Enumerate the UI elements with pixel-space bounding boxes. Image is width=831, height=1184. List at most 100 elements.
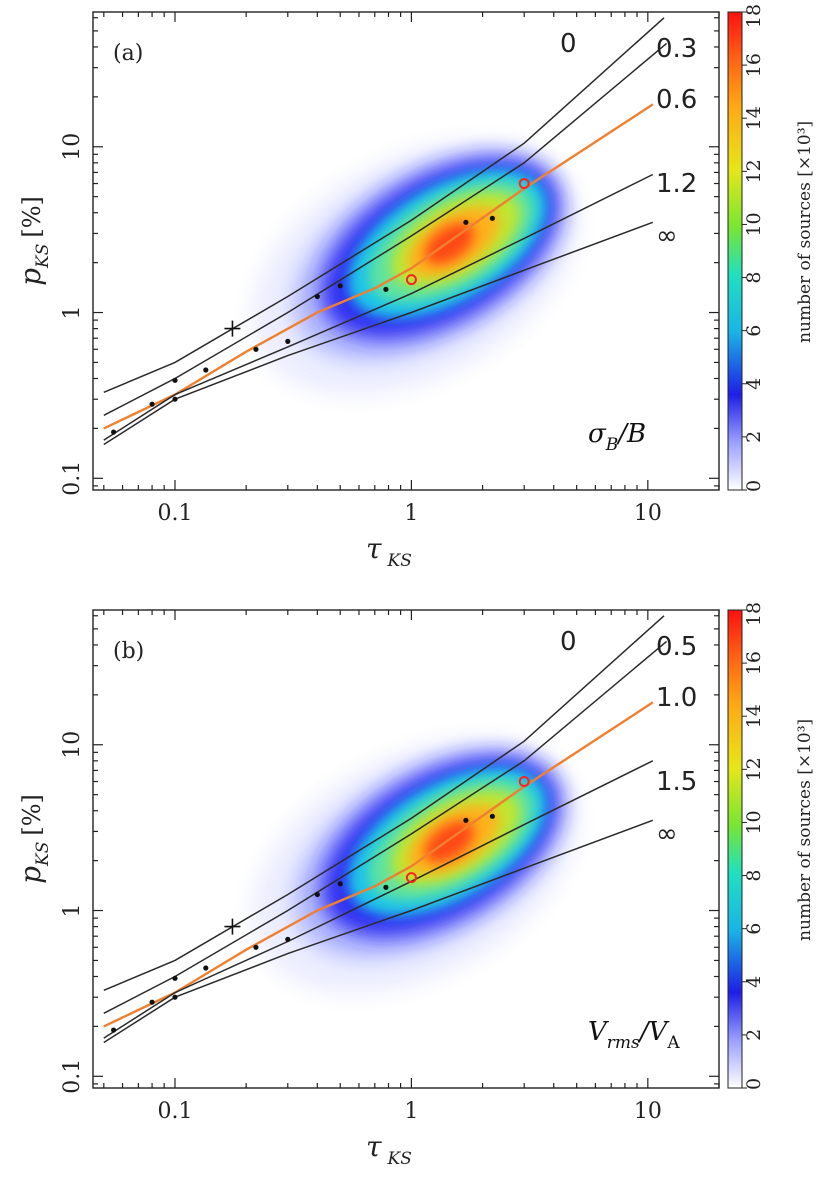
colorbar-title: number of sources [×10³] xyxy=(795,121,815,343)
curve-3 xyxy=(103,173,654,441)
colorbar-tick-label: 12 xyxy=(743,159,765,183)
colorbar: 0 2 4 6 8 10 12 14 16 18 number of sources [×10³] xyxy=(727,4,815,492)
model-point xyxy=(172,377,178,383)
x-axis-title: τ KS xyxy=(366,532,412,571)
parameter-tail-sub: A xyxy=(666,1033,680,1053)
y-tick-label: 0.1 xyxy=(60,1059,85,1094)
plot-frame xyxy=(92,609,720,1089)
y-tick-label: 0.1 xyxy=(60,461,85,496)
model-point xyxy=(314,293,320,300)
model-point xyxy=(111,429,117,435)
colorbar-tick-label: 0 xyxy=(743,480,765,492)
colorbar: 0 2 4 6 8 10 12 14 16 18 number of sources [×10³] xyxy=(727,602,815,1090)
model-curves xyxy=(103,17,668,446)
plus-marker xyxy=(224,918,241,935)
model-point xyxy=(489,813,495,819)
x-axis-subscript: KS xyxy=(387,1149,412,1169)
curve-0 xyxy=(103,615,665,991)
parameter-tail: /B xyxy=(615,419,646,449)
curve-label-4: ∞ xyxy=(656,819,678,849)
model-points xyxy=(111,813,495,1033)
y-tick-label: 10 xyxy=(60,731,85,759)
y-axis-unit: [%] xyxy=(18,196,46,238)
y-axis-subscript: KS xyxy=(33,244,53,269)
model-point xyxy=(172,975,178,981)
plot-frame xyxy=(92,11,720,491)
parameter-tail: /V xyxy=(637,1017,670,1047)
colorbar-tick-label: 2 xyxy=(743,1029,765,1041)
curve-4 xyxy=(103,819,654,1044)
parameter-main: σ xyxy=(588,419,607,449)
model-point xyxy=(285,936,291,942)
curve-label-0: 0 xyxy=(560,627,577,657)
x-tick-label: 0.1 xyxy=(157,501,192,526)
curve-label-1: 0.3 xyxy=(656,34,697,64)
observed-point xyxy=(405,274,417,286)
curve-label-4: ∞ xyxy=(656,221,678,251)
y-tick-label: 10 xyxy=(60,133,85,161)
colorbar-tick-label: 8 xyxy=(743,272,765,284)
plus-marker xyxy=(224,320,241,337)
parameter-sub: B xyxy=(605,435,619,455)
colorbar-tick-label: 14 xyxy=(743,704,765,728)
y-axis-unit: [%] xyxy=(18,794,46,836)
y-axis-symbol: p xyxy=(14,268,47,286)
model-point xyxy=(172,396,178,402)
parameter-main: V xyxy=(588,1017,609,1047)
parameter-label: Vrms/VA xyxy=(588,1017,680,1053)
curve-0 xyxy=(103,17,665,393)
model-point xyxy=(253,944,259,950)
colorbar-tick-label: 2 xyxy=(743,431,765,443)
model-point xyxy=(463,817,469,823)
model-point xyxy=(149,401,155,407)
curve-label-0: 0 xyxy=(560,29,577,59)
y-axis-title: pKS [%] xyxy=(14,196,53,286)
model-point xyxy=(285,338,291,344)
model-point xyxy=(337,881,343,887)
curve-label-2: 1.0 xyxy=(656,683,697,713)
x-tick-label: 10 xyxy=(634,501,662,526)
colorbar-tick-label: 6 xyxy=(743,923,765,935)
density-map xyxy=(251,141,578,396)
x-tick-label: 1 xyxy=(404,1099,418,1124)
observed-points xyxy=(405,178,530,286)
colorbar-tick-label: 6 xyxy=(743,325,765,337)
colorbar-tick-label: 18 xyxy=(743,602,765,626)
parameter-label: σB/B xyxy=(588,419,646,455)
colorbar-tick-label: 8 xyxy=(743,870,765,882)
model-point xyxy=(489,215,495,221)
x-axis-symbol: τ xyxy=(366,1130,382,1163)
model-point xyxy=(172,994,178,1000)
model-point xyxy=(314,891,320,898)
x-tick-label: 0.1 xyxy=(157,1099,192,1124)
model-point xyxy=(463,219,469,225)
x-axis-symbol: τ xyxy=(366,532,382,565)
density-map xyxy=(251,739,578,994)
colorbar-tick-label: 10 xyxy=(743,212,765,236)
model-point xyxy=(253,346,259,352)
model-curves xyxy=(103,615,668,1044)
model-points xyxy=(111,215,495,435)
panel-label: (a) xyxy=(113,41,143,66)
observed-point xyxy=(518,776,530,788)
x-axis-subscript: KS xyxy=(387,551,412,571)
model-point xyxy=(383,884,389,890)
curve-label-3: 1.5 xyxy=(656,767,697,797)
y-axis-title: pKS [%] xyxy=(14,794,53,884)
curve-2 xyxy=(103,103,654,430)
colorbar-title: number of sources [×10³] xyxy=(795,719,815,941)
parameter-sub: rms xyxy=(607,1033,640,1053)
colorbar-tick-label: 4 xyxy=(743,976,765,988)
model-point xyxy=(337,283,343,289)
y-tick-label: 1 xyxy=(60,904,85,918)
colorbar-tick-label: 10 xyxy=(743,810,765,834)
colorbar-tick-label: 4 xyxy=(743,378,765,390)
axis-ticks xyxy=(93,610,720,1088)
y-axis-subscript: KS xyxy=(33,842,53,867)
curve-1 xyxy=(103,42,668,416)
curve-3 xyxy=(103,760,654,1039)
curve-1 xyxy=(103,640,668,1014)
